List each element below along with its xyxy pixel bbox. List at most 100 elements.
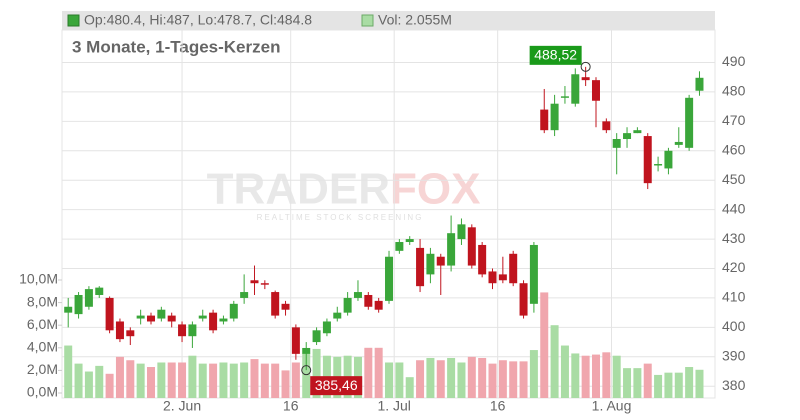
- candle-body: [385, 256, 394, 301]
- candle-body: [229, 303, 238, 319]
- volume-bar: [240, 362, 249, 398]
- volume-bar: [591, 354, 600, 398]
- candle-body: [364, 294, 373, 307]
- volume-bar: [405, 377, 414, 398]
- volume-bar: [457, 362, 466, 398]
- volume-bar: [115, 356, 124, 398]
- volume-bar: [550, 325, 559, 398]
- y2-tick-label: 6,0M: [27, 316, 58, 332]
- volume-bar: [509, 361, 518, 398]
- x-tick-label: 2. Jun: [163, 398, 201, 414]
- candle-body: [219, 318, 228, 322]
- candle-body: [457, 224, 466, 240]
- volume-bar: [64, 345, 73, 398]
- x-tick-label: 16: [490, 398, 506, 414]
- volume-bar: [198, 363, 207, 398]
- volume-bar: [581, 355, 590, 398]
- candle-body: [374, 300, 383, 310]
- legend-ohlc: Op:480.4, Hi:487, Lo:478.7, Cl:484.8: [84, 12, 312, 28]
- y-tick-label: 460: [722, 141, 746, 157]
- volume-bar: [250, 359, 259, 398]
- candle-body: [84, 289, 93, 307]
- y-tick-label: 380: [722, 377, 746, 393]
- volume-bar: [281, 370, 290, 398]
- legend-volume: Vol: 2.055M: [378, 12, 452, 28]
- volume-bar: [612, 355, 621, 398]
- candle-body: [591, 80, 600, 101]
- candle-body: [633, 130, 642, 134]
- y-tick-label: 480: [722, 83, 746, 99]
- candle-body: [322, 321, 331, 334]
- candle-body: [115, 321, 124, 340]
- candle-body: [260, 283, 269, 285]
- y-tick-label: 430: [722, 230, 746, 246]
- candle-body: [240, 292, 249, 298]
- y2-tick-label: 2,0M: [27, 361, 58, 377]
- extreme-label: 385,46: [315, 377, 358, 393]
- candle-body: [74, 294, 83, 315]
- candle-body: [146, 315, 155, 322]
- volume-bar: [633, 368, 642, 398]
- candle-body: [271, 292, 280, 316]
- candle-body: [157, 309, 166, 319]
- candle-body: [167, 315, 176, 322]
- volume-bar: [271, 363, 280, 398]
- candle-body: [126, 330, 135, 337]
- volume-bar: [364, 347, 373, 398]
- candle-body: [560, 96, 569, 98]
- legend-bar: [62, 11, 715, 30]
- volume-bar: [385, 362, 394, 398]
- candle-body: [643, 136, 652, 184]
- y-tick-label: 450: [722, 171, 746, 187]
- volume-bar: [312, 348, 321, 398]
- volume-bar: [602, 352, 611, 398]
- y2-tick-label: 4,0M: [27, 339, 58, 355]
- extreme-label: 488,52: [534, 47, 577, 63]
- candle-body: [395, 242, 404, 251]
- candle-body: [674, 141, 683, 145]
- volume-bar: [84, 371, 93, 398]
- y2-tick-label: 0,0M: [27, 384, 58, 400]
- volume-bar: [229, 363, 238, 398]
- volume-bar: [664, 372, 673, 398]
- volume-bar: [643, 363, 652, 398]
- candle-body: [343, 297, 352, 313]
- legend-swatch: [67, 14, 80, 27]
- x-tick-label: 1. Aug: [592, 398, 632, 414]
- candle-body: [488, 271, 497, 284]
- volume-bar: [571, 353, 580, 398]
- candle-body: [529, 244, 538, 304]
- volume-bar: [178, 362, 187, 398]
- volume-bar: [695, 369, 704, 398]
- candle-body: [333, 312, 342, 319]
- candle-body: [447, 233, 456, 266]
- candle-body: [623, 133, 632, 140]
- volume-bar: [498, 360, 507, 398]
- candle-body: [612, 139, 621, 148]
- volume-bar: [188, 355, 197, 398]
- volume-bar: [654, 374, 663, 398]
- volume-bar: [623, 368, 632, 398]
- volume-bar: [74, 363, 83, 398]
- candle-body: [312, 330, 321, 343]
- candle-body: [302, 347, 311, 354]
- x-tick-label: 16: [283, 398, 299, 414]
- y-tick-label: 390: [722, 347, 746, 363]
- x-tick-label: 1. Jul: [377, 398, 410, 414]
- candle-body: [416, 247, 425, 287]
- candle-body: [685, 97, 694, 148]
- candle-body: [571, 74, 580, 104]
- y-tick-label: 470: [722, 112, 746, 128]
- candle-body: [550, 103, 559, 131]
- volume-bar: [529, 350, 538, 398]
- volume-bar: [105, 373, 114, 398]
- extreme-marker: [301, 365, 312, 376]
- volume-bar: [167, 362, 176, 398]
- volume-bar: [416, 360, 425, 398]
- volume-bar: [426, 357, 435, 398]
- candle-body: [353, 292, 362, 298]
- y-tick-label: 400: [722, 318, 746, 334]
- volume-bar: [302, 353, 311, 398]
- candle-body: [581, 77, 590, 81]
- y-tick-label: 420: [722, 259, 746, 275]
